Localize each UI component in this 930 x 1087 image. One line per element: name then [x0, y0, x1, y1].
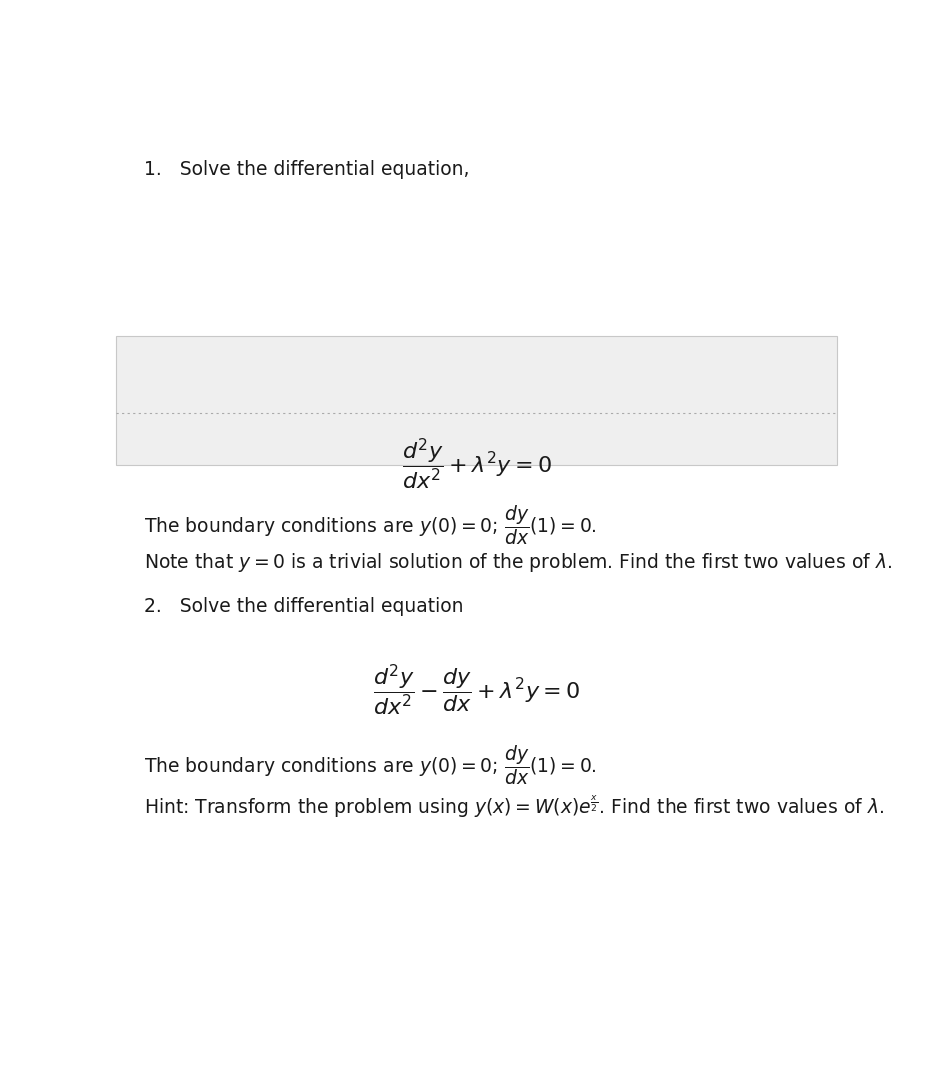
- Text: 2.   Solve the differential equation: 2. Solve the differential equation: [143, 597, 463, 615]
- Text: 1.   Solve the differential equation,: 1. Solve the differential equation,: [143, 160, 469, 178]
- Text: $\dfrac{d^2y}{dx^2} - \dfrac{dy}{dx} + \lambda^2 y = 0$: $\dfrac{d^2y}{dx^2} - \dfrac{dy}{dx} + \…: [373, 662, 580, 717]
- Text: The boundary conditions are $y(0) = 0$; $\dfrac{dy}{dx}(1) = 0$.: The boundary conditions are $y(0) = 0$; …: [143, 744, 596, 787]
- Text: Note that $y = 0$ is a trivial solution of the problem. Find the first two value: Note that $y = 0$ is a trivial solution …: [143, 551, 892, 574]
- Text: Hint: Transform the problem using $y(x) = W(x)e^{\frac{x}{2}}$. Find the first t: Hint: Transform the problem using $y(x) …: [143, 794, 884, 820]
- Text: The boundary conditions are $y(0) = 0$; $\dfrac{dy}{dx}(1) = 0$.: The boundary conditions are $y(0) = 0$; …: [143, 503, 596, 547]
- FancyBboxPatch shape: [116, 336, 837, 465]
- Text: $\dfrac{d^2y}{dx^2} + \lambda^2 y = 0$: $\dfrac{d^2y}{dx^2} + \lambda^2 y = 0$: [402, 436, 551, 491]
